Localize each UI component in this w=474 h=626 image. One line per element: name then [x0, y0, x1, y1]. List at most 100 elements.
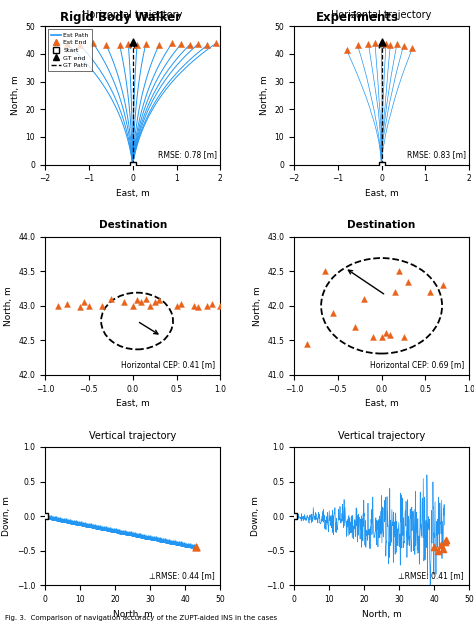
Point — [190, 301, 198, 311]
Point — [155, 295, 163, 305]
Point — [430, 542, 438, 552]
Point — [378, 160, 385, 170]
Point — [212, 38, 220, 48]
Point — [371, 38, 379, 48]
Point — [155, 40, 163, 50]
Text: ⊥RMSE: 0.41 [m]: ⊥RMSE: 0.41 [m] — [398, 571, 464, 580]
Point — [434, 546, 441, 556]
Point — [382, 329, 390, 339]
Point — [133, 39, 141, 49]
Point — [129, 36, 137, 46]
Point — [55, 301, 62, 311]
Point — [102, 41, 110, 51]
Point — [387, 39, 394, 49]
Point — [195, 302, 202, 312]
Point — [343, 45, 350, 55]
Point — [382, 39, 390, 49]
Y-axis label: Down, m: Down, m — [251, 496, 260, 536]
Point — [129, 301, 137, 311]
Text: Rigid Body Walker: Rigid Body Walker — [60, 11, 182, 24]
Text: Horizontal CEP: 0.41 [m]: Horizontal CEP: 0.41 [m] — [121, 361, 215, 369]
Y-axis label: North, m: North, m — [253, 286, 262, 326]
Text: RMSE: 0.83 [m]: RMSE: 0.83 [m] — [407, 150, 466, 159]
Text: ⊥RMSE: 0.44 [m]: ⊥RMSE: 0.44 [m] — [149, 571, 215, 580]
Point — [404, 277, 412, 287]
X-axis label: East, m: East, m — [365, 399, 399, 408]
Point — [195, 39, 202, 49]
Point — [146, 301, 154, 311]
Point — [400, 332, 407, 342]
Point — [443, 535, 450, 545]
Point — [391, 287, 399, 297]
Point — [120, 297, 128, 307]
Point — [63, 39, 71, 49]
Point — [393, 39, 401, 49]
Point — [329, 308, 337, 318]
Text: Experiments: Experiments — [316, 11, 400, 24]
Point — [439, 280, 447, 290]
Point — [177, 299, 185, 309]
Point — [395, 266, 403, 276]
Point — [208, 299, 215, 309]
Point — [321, 266, 328, 276]
Point — [426, 287, 434, 297]
Point — [203, 41, 211, 51]
Point — [352, 322, 359, 332]
Point — [41, 511, 49, 521]
Title: Vertical trajectory: Vertical trajectory — [89, 431, 176, 441]
Point — [173, 301, 180, 311]
Title: Destination: Destination — [99, 220, 167, 230]
Point — [125, 39, 132, 49]
Point — [98, 301, 106, 311]
Point — [439, 545, 447, 555]
Text: RMSE: 0.78 [m]: RMSE: 0.78 [m] — [158, 150, 217, 159]
Text: Horizontal CEP: 0.69 [m]: Horizontal CEP: 0.69 [m] — [370, 361, 464, 369]
Point — [203, 301, 211, 311]
Point — [354, 40, 361, 50]
Title: Vertical trajectory: Vertical trajectory — [338, 431, 425, 441]
Point — [142, 39, 150, 49]
Point — [400, 41, 407, 51]
Y-axis label: North, m: North, m — [260, 76, 269, 115]
Point — [76, 302, 84, 312]
Point — [360, 294, 368, 304]
Point — [129, 160, 137, 170]
Point — [378, 38, 385, 48]
Y-axis label: Down, m: Down, m — [2, 496, 11, 536]
Point — [369, 332, 377, 342]
Point — [365, 39, 372, 49]
X-axis label: East, m: East, m — [116, 189, 150, 198]
Point — [63, 299, 71, 309]
Point — [441, 537, 448, 547]
Point — [81, 297, 88, 307]
Title: Destination: Destination — [347, 220, 416, 230]
Point — [142, 294, 150, 304]
Point — [133, 295, 141, 305]
Point — [76, 40, 84, 50]
Point — [378, 332, 385, 342]
Y-axis label: North, m: North, m — [4, 286, 13, 326]
Point — [177, 39, 185, 49]
Point — [387, 330, 394, 340]
Point — [409, 43, 416, 53]
Point — [186, 40, 193, 50]
Title: Horizontal trajectory: Horizontal trajectory — [331, 10, 432, 20]
Point — [378, 36, 385, 46]
Title: Horizontal trajectory: Horizontal trajectory — [82, 10, 183, 20]
X-axis label: East, m: East, m — [365, 189, 399, 198]
X-axis label: East, m: East, m — [116, 399, 150, 408]
Y-axis label: North, m: North, m — [11, 76, 20, 115]
Point — [90, 38, 97, 48]
Point — [107, 294, 115, 304]
Point — [168, 38, 176, 48]
X-axis label: North, m: North, m — [113, 610, 153, 618]
Point — [151, 297, 158, 307]
Point — [303, 339, 311, 349]
Legend: Est Path, Est End, Start, GT end, GT Path: Est Path, Est End, Start, GT end, GT Pat… — [48, 29, 91, 71]
Point — [85, 301, 92, 311]
Point — [137, 297, 145, 307]
Text: Fig. 3.  Comparison of navigation accuracy of the ZUPT-aided INS in the cases: Fig. 3. Comparison of navigation accurac… — [5, 615, 277, 621]
Point — [217, 301, 224, 311]
Point — [438, 540, 445, 550]
Point — [116, 40, 123, 50]
